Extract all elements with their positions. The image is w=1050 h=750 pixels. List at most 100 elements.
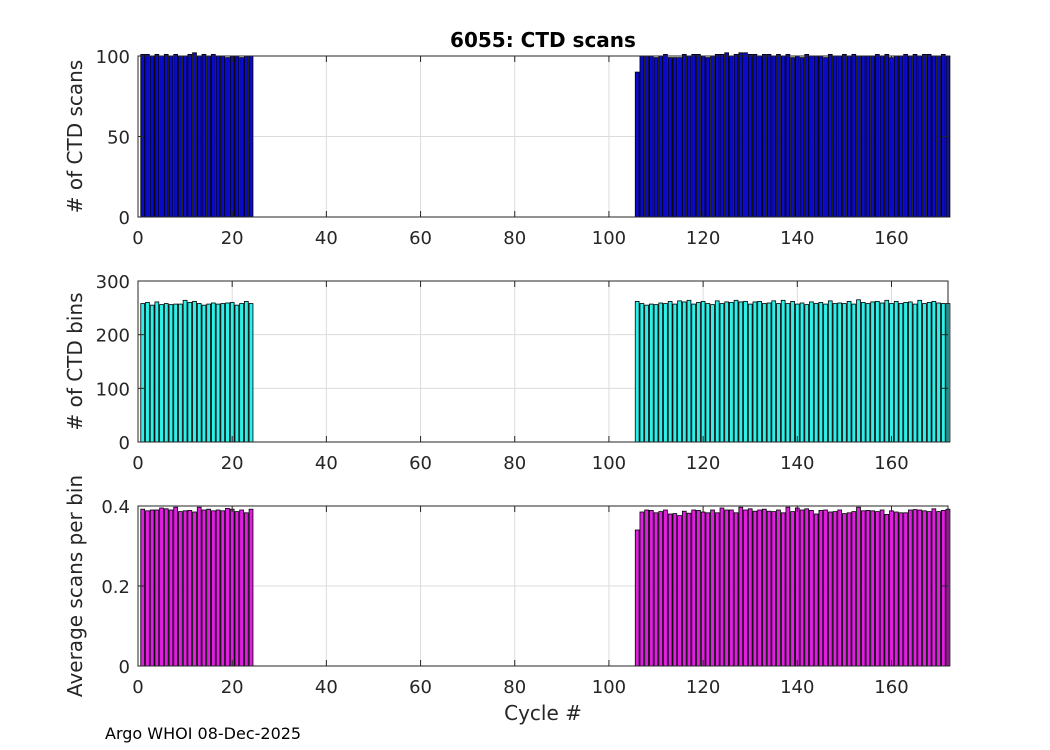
bar bbox=[653, 57, 659, 218]
bar bbox=[201, 53, 207, 218]
x-axis-label: Cycle # bbox=[504, 701, 582, 725]
bar bbox=[785, 303, 791, 443]
bar bbox=[922, 510, 927, 667]
bar bbox=[794, 55, 800, 218]
bar bbox=[738, 506, 744, 667]
y-tick-label: 0.2 bbox=[101, 577, 130, 598]
panel-scans: 0 20 40 60 80 100 120 140 160 0 50 100 # of CTD scan… bbox=[63, 28, 951, 249]
bar bbox=[215, 509, 221, 667]
bar bbox=[672, 303, 678, 443]
bar bbox=[658, 302, 664, 443]
bar bbox=[211, 53, 216, 218]
bar bbox=[926, 511, 932, 667]
bar bbox=[771, 55, 777, 218]
x-tick-label: 100 bbox=[592, 677, 626, 698]
bar bbox=[225, 57, 230, 218]
bar bbox=[940, 303, 946, 443]
bar bbox=[804, 304, 810, 443]
bar bbox=[780, 55, 786, 218]
bar bbox=[875, 511, 880, 667]
bar bbox=[243, 55, 249, 218]
bar bbox=[710, 55, 715, 218]
bar bbox=[211, 302, 216, 443]
bar bbox=[149, 304, 155, 443]
bar bbox=[842, 513, 847, 667]
y-axis-label: # of CTD bins bbox=[63, 292, 87, 430]
bar bbox=[870, 301, 875, 443]
bar bbox=[686, 512, 692, 667]
bar bbox=[714, 512, 720, 667]
bar bbox=[196, 506, 202, 667]
bar bbox=[804, 53, 810, 218]
bar bbox=[663, 509, 668, 667]
bar bbox=[173, 53, 179, 218]
bar bbox=[686, 299, 692, 443]
bar bbox=[832, 303, 838, 443]
bar bbox=[865, 55, 871, 218]
bar bbox=[225, 507, 230, 667]
bar bbox=[173, 506, 179, 667]
bar bbox=[201, 509, 207, 667]
bar bbox=[710, 304, 715, 443]
bar bbox=[912, 53, 918, 218]
bar bbox=[898, 303, 904, 443]
x-tick-label: 40 bbox=[315, 677, 338, 698]
bar bbox=[922, 303, 927, 443]
bar bbox=[827, 53, 833, 218]
bar bbox=[889, 510, 894, 667]
bar bbox=[940, 509, 946, 667]
bar bbox=[860, 510, 866, 667]
bar bbox=[733, 512, 739, 667]
bar bbox=[163, 303, 169, 443]
bar bbox=[875, 53, 880, 218]
bar bbox=[747, 508, 753, 667]
bar bbox=[163, 53, 169, 218]
bar bbox=[700, 55, 706, 218]
bar bbox=[893, 300, 899, 443]
bar bbox=[149, 509, 155, 667]
bar bbox=[818, 55, 824, 218]
bar bbox=[639, 511, 645, 667]
bar bbox=[818, 302, 824, 443]
bar bbox=[239, 303, 244, 443]
x-tick-label: 40 bbox=[315, 228, 338, 249]
bar bbox=[766, 302, 772, 443]
bar bbox=[832, 511, 838, 667]
bar bbox=[658, 511, 664, 667]
bar bbox=[149, 55, 155, 218]
bar bbox=[140, 508, 146, 667]
bar bbox=[163, 508, 169, 667]
bar bbox=[931, 300, 937, 443]
bar bbox=[794, 507, 800, 667]
bar bbox=[634, 300, 640, 443]
bar bbox=[639, 303, 645, 443]
bar bbox=[936, 511, 941, 667]
bar bbox=[243, 300, 249, 443]
bar bbox=[860, 55, 866, 218]
bar bbox=[851, 53, 857, 218]
bar bbox=[780, 299, 786, 443]
bar bbox=[700, 511, 706, 667]
y-axis-label: # of CTD scans bbox=[63, 60, 87, 213]
bar bbox=[724, 509, 729, 667]
chart-title: 6055: CTD scans bbox=[450, 28, 636, 52]
bar bbox=[757, 300, 762, 443]
bar bbox=[691, 53, 697, 218]
x-tick-label: 100 bbox=[592, 453, 626, 474]
bar bbox=[931, 508, 937, 667]
axes-box bbox=[137, 280, 949, 443]
x-tick-label: 160 bbox=[874, 677, 908, 698]
bar bbox=[846, 512, 852, 667]
panel-avg: 0 20 40 60 80 100 120 140 160 0 0.2 0.4 Average scan… bbox=[63, 475, 951, 725]
bar bbox=[804, 508, 810, 667]
bar bbox=[879, 509, 885, 667]
bar bbox=[884, 514, 890, 667]
x-tick-label: 0 bbox=[132, 677, 143, 698]
bar bbox=[757, 55, 762, 218]
bar bbox=[917, 509, 923, 667]
bar bbox=[893, 511, 899, 667]
bar bbox=[705, 512, 711, 667]
bar bbox=[733, 299, 739, 443]
panel-bins: 0 20 40 60 80 100 120 140 160 0 100 200 300 # of CTD … bbox=[63, 272, 951, 474]
